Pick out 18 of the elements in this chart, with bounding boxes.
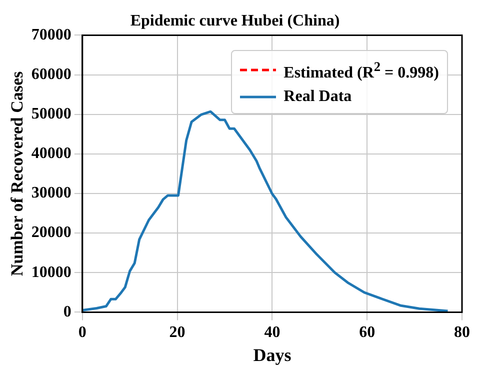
x-tick-label: 80 <box>454 324 470 341</box>
legend-label: Real Data <box>284 87 352 108</box>
x-tick-label: 20 <box>169 324 186 341</box>
y-tick-label: 70000 <box>31 26 72 44</box>
y-axis-title: Number of Recovered Cases <box>8 70 27 276</box>
y-tick-label: 0 <box>63 303 72 320</box>
y-tick-label: 50000 <box>31 105 72 122</box>
y-tick-label: 10000 <box>31 264 72 281</box>
legend-label: Estimated (R$^{2}$ = 0.998) <box>284 58 439 84</box>
y-tick-label: 60000 <box>31 66 72 83</box>
y-tick-label: 30000 <box>31 184 72 202</box>
y-tick-label: 40000 <box>31 145 72 162</box>
x-tick-label: 40 <box>264 324 280 341</box>
x-tick-label: 60 <box>359 324 376 341</box>
x-tick-label: 0 <box>78 324 86 341</box>
chart-title: Epidemic curve Hubei (China) <box>130 12 340 30</box>
y-tick-label: 20000 <box>31 224 72 242</box>
x-axis-title: Days <box>253 344 292 365</box>
